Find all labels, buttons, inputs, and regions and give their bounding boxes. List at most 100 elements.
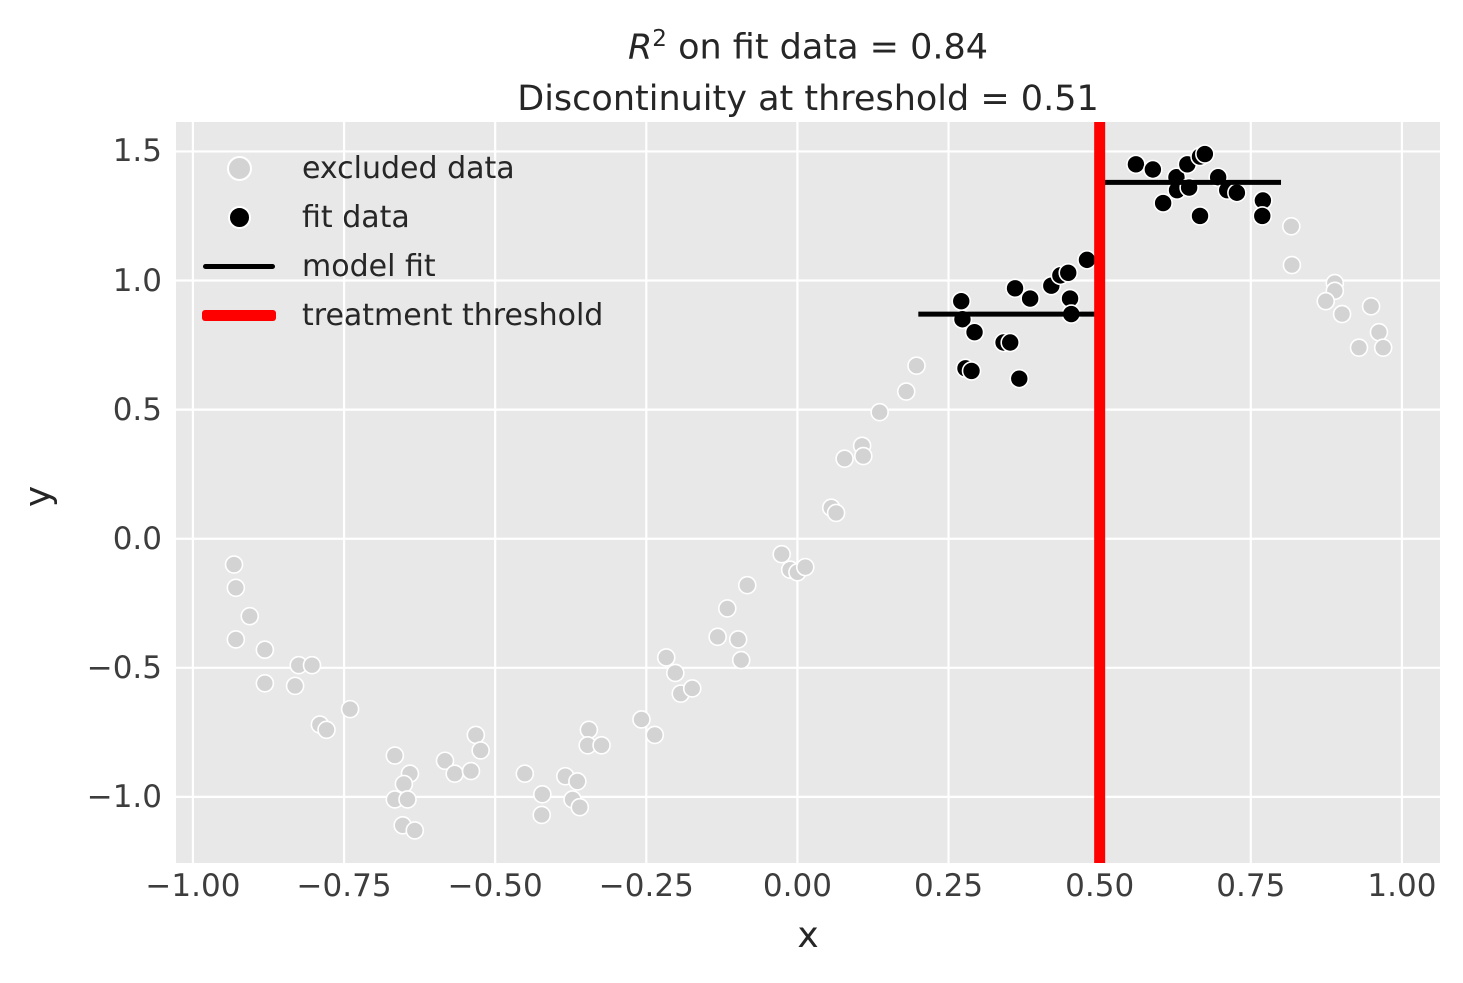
legend-dot-marker <box>196 206 282 229</box>
legend-item-model-fit: model fit <box>196 242 603 291</box>
y-tick-label: −1.0 <box>86 778 162 815</box>
excluded-data-point <box>907 356 926 376</box>
excluded-data-point <box>708 627 727 647</box>
title-r-symbol: R <box>627 27 653 68</box>
fit-data-point <box>1143 159 1163 180</box>
legend-item-treatment-threshold: treatment threshold <box>196 291 603 340</box>
y-tick-label: 1.5 <box>112 133 162 170</box>
plot-area: excluded data fit data model fit treatment … <box>176 122 1440 863</box>
legend-swatch <box>226 156 252 181</box>
title-r-exponent: 2 <box>652 26 667 52</box>
legend-item-fit-data: fit data <box>196 193 603 242</box>
legend-label: model fit <box>302 249 436 284</box>
y-tick-label: 1.0 <box>112 262 162 299</box>
excluded-data-point <box>1349 338 1369 357</box>
fit-data-point <box>1195 144 1215 164</box>
x-tick-label: 1.00 <box>1367 868 1437 904</box>
legend-label: fit data <box>302 200 410 235</box>
excluded-data-point <box>224 555 244 574</box>
fit-data-point <box>1227 182 1247 203</box>
excluded-data-point <box>405 821 425 840</box>
excluded-data-point <box>1281 217 1301 236</box>
excluded-data-point <box>226 578 246 598</box>
x-tick-label: −0.25 <box>598 868 694 904</box>
excluded-data-point <box>632 710 651 729</box>
excluded-data-point <box>728 630 748 649</box>
excluded-data-point <box>795 557 815 577</box>
excluded-data-point <box>394 774 414 794</box>
excluded-data-point <box>255 674 275 693</box>
y-tick-label: 0.0 <box>112 520 162 557</box>
legend-swatch <box>203 264 275 269</box>
legend-line-marker <box>196 264 282 269</box>
excluded-data-point <box>435 751 455 771</box>
excluded-data-point <box>645 725 665 745</box>
excluded-data-point <box>772 544 792 564</box>
excluded-data-point <box>1369 322 1389 342</box>
y-tick-label: −0.5 <box>86 649 162 686</box>
legend-dot-marker <box>196 156 282 181</box>
excluded-data-point <box>466 725 486 745</box>
fit-data-point <box>1077 250 1097 270</box>
legend-label: treatment threshold <box>302 298 604 333</box>
excluded-data-point <box>731 650 751 670</box>
excluded-data-point <box>532 805 552 825</box>
x-tick-label: 0.75 <box>1216 868 1286 904</box>
excluded-data-point <box>870 402 889 422</box>
fit-data-point <box>1190 206 1210 226</box>
excluded-data-point <box>570 797 590 817</box>
fit-data-point <box>1005 278 1025 299</box>
excluded-data-point <box>579 720 599 740</box>
excluded-data-point <box>568 772 587 791</box>
excluded-data-point <box>226 630 246 649</box>
excluded-data-point <box>445 764 464 783</box>
excluded-data-point <box>533 785 552 804</box>
x-axis-label: x <box>797 915 819 956</box>
title-line-1: R2 on fit data = 0.84 <box>176 14 1440 74</box>
excluded-data-point <box>317 720 336 740</box>
plot-canvas <box>176 122 1440 863</box>
excluded-data-point <box>835 449 854 468</box>
excluded-data-point <box>1316 291 1336 311</box>
excluded-data-point <box>1373 338 1393 357</box>
x-tick-label: 0.00 <box>762 868 832 904</box>
excluded-data-point <box>682 679 702 698</box>
title-line-2: Discontinuity at threshold = 0.51 <box>517 78 1099 119</box>
fit-data-point <box>1058 262 1079 283</box>
legend-item-excluded-data: excluded data <box>196 144 603 193</box>
fit-data-point <box>951 291 972 311</box>
y-axis-label: y <box>17 485 59 508</box>
legend-swatch <box>227 206 251 229</box>
excluded-data-point <box>717 599 737 618</box>
excluded-data-point <box>826 503 846 523</box>
excluded-data-point <box>737 575 757 595</box>
excluded-data-point <box>240 606 260 626</box>
fit-data-point <box>1009 368 1030 389</box>
excluded-data-point <box>302 655 322 675</box>
excluded-data-point <box>666 663 685 683</box>
excluded-data-point <box>656 648 676 667</box>
fit-data-point <box>1252 206 1273 226</box>
fit-data-point <box>1020 288 1040 309</box>
chart-title: R2 on fit data = 0.84 Discontinuity at t… <box>176 14 1440 125</box>
excluded-data-point <box>385 746 405 765</box>
excluded-data-point <box>896 382 916 401</box>
excluded-data-point <box>461 761 481 781</box>
excluded-data-point <box>398 790 417 809</box>
excluded-data-point <box>1282 255 1302 275</box>
fit-data-point <box>964 322 985 342</box>
fit-data-point <box>1126 154 1146 175</box>
excluded-data-point <box>471 741 490 760</box>
x-tick-label: −0.50 <box>447 868 543 904</box>
x-tick-label: 0.50 <box>1065 868 1135 904</box>
legend-label: excluded data <box>302 151 515 186</box>
x-tick-label: −0.75 <box>296 868 392 904</box>
legend-line-marker <box>196 310 282 321</box>
excluded-data-point <box>255 640 275 660</box>
fit-data-point <box>1153 193 1173 213</box>
excluded-data-point <box>340 699 360 719</box>
excluded-data-point <box>285 676 305 696</box>
excluded-data-point <box>1361 297 1381 316</box>
fit-data-point <box>1000 332 1021 353</box>
